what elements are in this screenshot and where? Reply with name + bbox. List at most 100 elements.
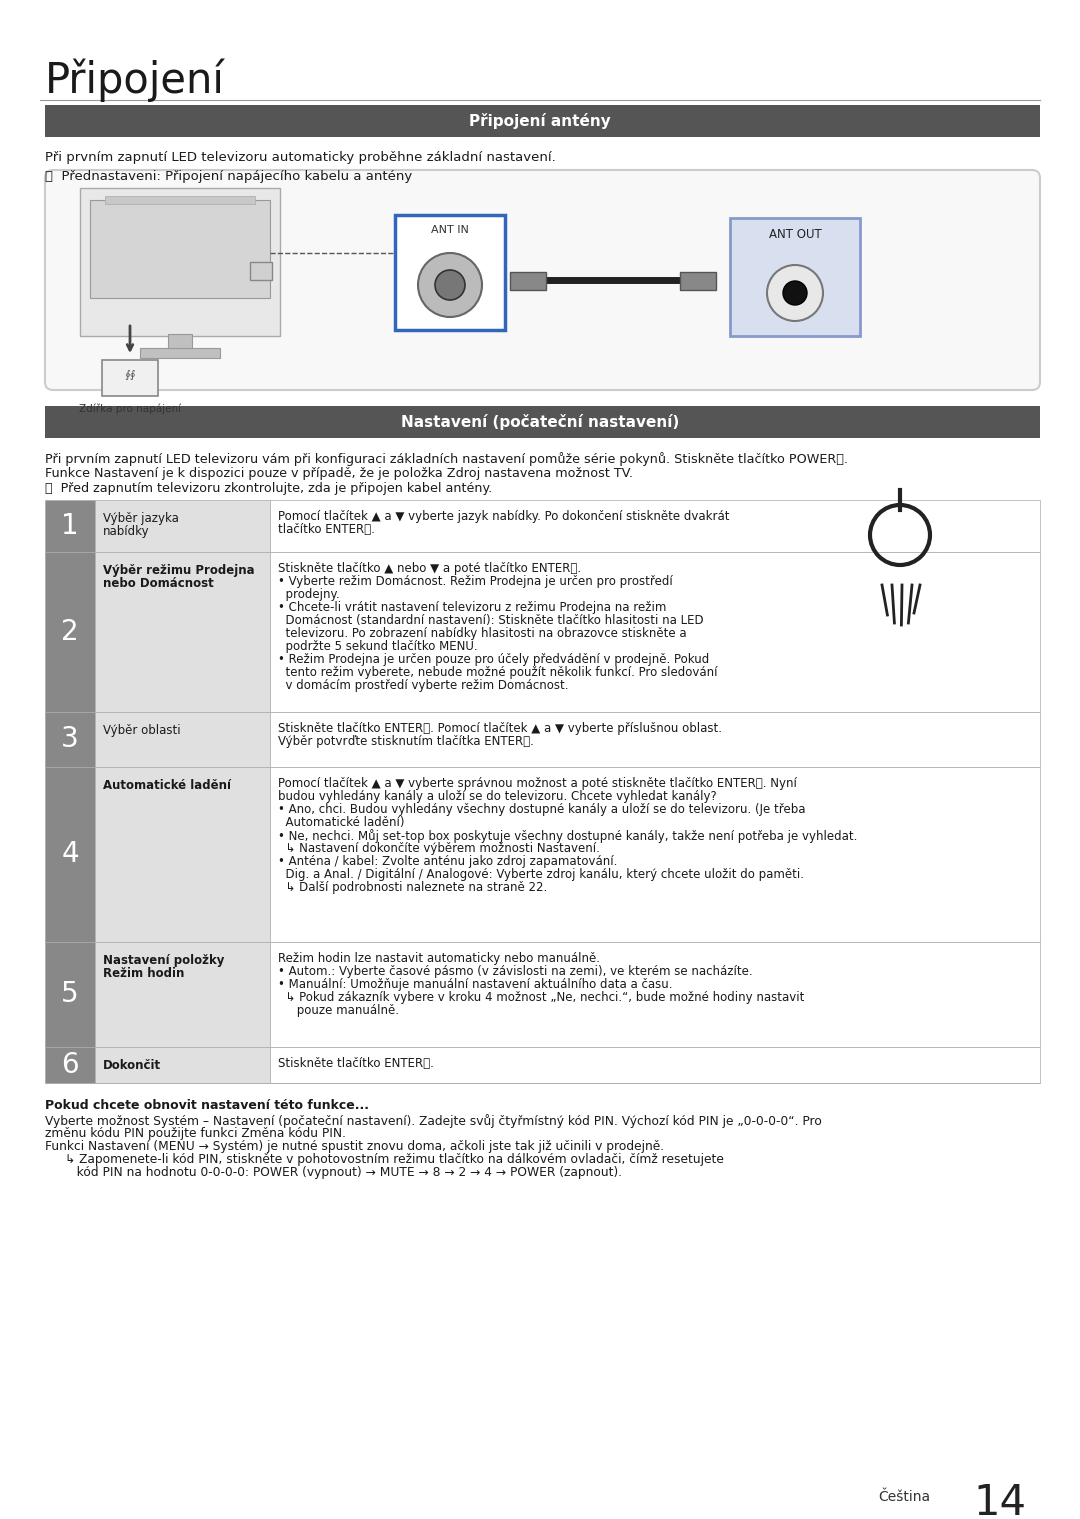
- Circle shape: [767, 264, 823, 321]
- Bar: [395, 216, 505, 330]
- Text: nebo Domácnost: nebo Domácnost: [103, 577, 214, 589]
- Text: ↳ Pokud zákazník vybere v kroku 4 možnost „Ne, nechci.“, bude možné hodiny nasta: ↳ Pokud zákazník vybere v kroku 4 možnos…: [278, 990, 805, 1004]
- Text: Pomocí tlačítek ▲ a ▼ vyberte správnou možnost a poté stiskněte tlačítko ENTER⏵.: Pomocí tlačítek ▲ a ▼ vyberte správnou m…: [278, 778, 797, 790]
- Bar: [510, 272, 546, 290]
- Text: Výběr jazyka: Výběr jazyka: [103, 512, 179, 526]
- Bar: [45, 500, 95, 551]
- Text: ∮∮: ∮∮: [124, 371, 136, 380]
- Text: pouze manuálně.: pouze manuálně.: [278, 1004, 399, 1018]
- Text: ↳ Zapomenete-li kód PIN, stiskněte v pohotovostním režimu tlačítko na dálkovém o: ↳ Zapomenete-li kód PIN, stiskněte v poh…: [65, 1153, 724, 1167]
- Bar: [45, 767, 95, 942]
- Bar: [105, 196, 255, 204]
- Bar: [680, 272, 716, 290]
- Bar: [270, 712, 1040, 767]
- Text: ANT OUT: ANT OUT: [769, 228, 822, 242]
- Text: tlačítko ENTER⏵.: tlačítko ENTER⏵.: [278, 523, 375, 536]
- Bar: [730, 219, 860, 336]
- Text: Zdířka pro napájení: Zdířka pro napájení: [79, 403, 181, 413]
- Text: • Anténa / kabel: Zvolte anténu jako zdroj zapamatování.: • Anténa / kabel: Zvolte anténu jako zdr…: [278, 855, 618, 867]
- Text: Režim hodin: Režim hodin: [103, 968, 185, 980]
- Text: ↳ Nastavení dokončíte výběrem možnosti Nastavení.: ↳ Nastavení dokončíte výběrem možnosti N…: [278, 842, 599, 855]
- Text: Nastavení (počateční nastavení): Nastavení (počateční nastavení): [401, 415, 679, 430]
- Text: Připojení antény: Připojení antény: [469, 112, 611, 129]
- Text: Pokud chcete obnovit nastavení této funkce...: Pokud chcete obnovit nastavení této funk…: [45, 1100, 369, 1112]
- Text: ANT IN: ANT IN: [431, 225, 469, 235]
- Bar: [90, 201, 270, 298]
- Bar: [95, 500, 270, 551]
- Text: Funkce ​Nastavení je k dispozici pouze v případě, že je položka Zdroj nastavena : Funkce ​Nastavení je k dispozici pouze v…: [45, 466, 633, 480]
- Text: budou vyhledány kanály a uloží se do televizoru. Chcete vyhledat kanály?: budou vyhledány kanály a uloží se do tel…: [278, 790, 717, 804]
- Text: Při prvním zapnutí LED televizoru vám při konfiguraci základních nastavení pomůž: Při prvním zapnutí LED televizoru vám př…: [45, 453, 848, 466]
- Bar: [270, 551, 1040, 712]
- Bar: [270, 500, 1040, 551]
- Text: Čeština: Čeština: [878, 1490, 930, 1504]
- Text: Vyberte možnost Systém – Nastavení (počateční nastavení). Zadejte svůj čtyřmístn: Vyberte možnost Systém – Nastavení (poča…: [45, 1113, 822, 1129]
- Text: Automatické ladění): Automatické ladění): [278, 816, 405, 829]
- Text: 3: 3: [62, 725, 79, 753]
- Bar: [270, 942, 1040, 1047]
- Text: televizoru. Po zobrazení nabídky hlasitosti na obrazovce stiskněte a: televizoru. Po zobrazení nabídky hlasito…: [278, 627, 687, 639]
- Text: 14: 14: [973, 1483, 1026, 1519]
- Circle shape: [783, 281, 807, 305]
- Text: Pomocí tlačítek ▲ a ▼ vyberte jazyk nabídky. Po dokončení stiskněte dvakrát: Pomocí tlačítek ▲ a ▼ vyberte jazyk nabí…: [278, 510, 729, 523]
- Text: Výběr režimu Prodejna: Výběr režimu Prodejna: [103, 564, 255, 577]
- Text: 4: 4: [62, 840, 79, 867]
- Text: Domácnost (standardní nastavení): Stiskněte tlačítko hlasitosti na LED: Domácnost (standardní nastavení): Stiskn…: [278, 614, 704, 627]
- Circle shape: [435, 270, 465, 299]
- Text: • Manuální: Umožňuje manuální nastavení aktuálního data a času.: • Manuální: Umožňuje manuální nastavení …: [278, 978, 673, 990]
- Bar: [45, 551, 95, 712]
- Text: kód PIN na hodnotu 0-0-0-0: POWER (vypnout) → MUTE → 8 → 2 → 4 → POWER (zapnout): kód PIN na hodnotu 0-0-0-0: POWER (vypno…: [65, 1167, 622, 1179]
- FancyBboxPatch shape: [45, 170, 1040, 390]
- Text: Automatické ladění: Automatické ladění: [103, 779, 231, 791]
- Text: změnu kódu PIN použijte funkci Změna kódu PIN.: změnu kódu PIN použijte funkci Změna kód…: [45, 1127, 346, 1139]
- Text: Připojení: Připojení: [45, 58, 225, 102]
- Text: 1: 1: [62, 512, 79, 539]
- Text: • Chcete-li vrátit nastavení televizoru z režimu Prodejna na režim: • Chcete-li vrátit nastavení televizoru …: [278, 602, 666, 614]
- Text: • Ne, nechci. Můj set-top box poskytuje všechny dostupné kanály, takže není potř: • Ne, nechci. Můj set-top box poskytuje …: [278, 829, 858, 843]
- Text: ⓘ  Před zapnutím televizoru zkontrolujte, zda je připojen kabel antény.: ⓘ Před zapnutím televizoru zkontrolujte,…: [45, 482, 492, 495]
- Text: ↳ Další podrobnosti naleznete na straně 22.: ↳ Další podrobnosti naleznete na straně …: [278, 881, 548, 895]
- Bar: [168, 334, 192, 349]
- Text: 2: 2: [62, 618, 79, 646]
- Bar: [95, 942, 270, 1047]
- Text: ⓘ  Přednastaveni: Připojení napájecího kabelu a antény: ⓘ Přednastaveni: Připojení napájecího ka…: [45, 170, 413, 182]
- Text: tento režim vyberete, nebude možné použít několik funkcí. Pro sledování: tento režim vyberete, nebude možné použí…: [278, 665, 717, 679]
- Text: 5: 5: [62, 980, 79, 1009]
- Bar: [95, 1047, 270, 1083]
- Bar: [45, 712, 95, 767]
- Bar: [270, 1047, 1040, 1083]
- Text: Výběr oblasti: Výběr oblasti: [103, 725, 180, 737]
- Text: Režim hodin lze nastavit automaticky nebo manuálně.: Režim hodin lze nastavit automaticky neb…: [278, 952, 600, 965]
- Circle shape: [418, 254, 482, 317]
- Text: • Vyberte režim Domácnost. Režim Prodejna je určen pro prostředí: • Vyberte režim Domácnost. Režim Prodejn…: [278, 576, 673, 588]
- Text: prodejny.: prodejny.: [278, 588, 339, 602]
- Text: 6: 6: [62, 1051, 79, 1078]
- Bar: [45, 1047, 95, 1083]
- Bar: [270, 767, 1040, 942]
- Text: • Režim Prodejna je určen pouze pro účely předvádění v prodejně. Pokud: • Režim Prodejna je určen pouze pro účel…: [278, 653, 710, 665]
- Text: Stiskněte tlačítko ENTER⏵. Pomocí tlačítek ▲ a ▼ vyberte příslušnou oblast.: Stiskněte tlačítko ENTER⏵. Pomocí tlačít…: [278, 722, 723, 735]
- Text: v domácím prostředí vyberte režim Domácnost.: v domácím prostředí vyberte režim Domácn…: [278, 679, 568, 693]
- Text: Stiskněte tlačítko ENTER⏵.: Stiskněte tlačítko ENTER⏵.: [278, 1057, 434, 1069]
- Bar: [102, 360, 158, 396]
- Bar: [249, 261, 272, 279]
- Text: Dig. a Anal. / Digitální / Analogové: Vyberte zdroj kanálu, který chcete uložit : Dig. a Anal. / Digitální / Analogové: Vy…: [278, 867, 804, 881]
- Bar: [45, 406, 1040, 437]
- Bar: [95, 712, 270, 767]
- Text: Stiskněte tlačítko ▲ nebo ▼ a poté tlačítko ENTER⏵.: Stiskněte tlačítko ▲ nebo ▼ a poté tlačí…: [278, 562, 581, 576]
- Text: • Autom.: Vyberte časové pásmo (v závislosti na zemi), ve kterém se nacházíte.: • Autom.: Vyberte časové pásmo (v závisl…: [278, 965, 753, 978]
- Bar: [140, 348, 220, 358]
- Bar: [80, 188, 280, 336]
- Bar: [45, 105, 1040, 137]
- Bar: [95, 551, 270, 712]
- Text: Výběr potvrďte stisknutím tlačítka ENTER⏵.: Výběr potvrďte stisknutím tlačítka ENTER…: [278, 735, 534, 747]
- Text: nabídky: nabídky: [103, 526, 150, 538]
- Bar: [45, 942, 95, 1047]
- Text: Nastavení položky: Nastavení položky: [103, 954, 225, 968]
- Text: Funkci Nastavení (MENU → Systém) je nutné spustit znovu doma, ačkoli jste tak ji: Funkci Nastavení (MENU → Systém) je nutn…: [45, 1139, 664, 1153]
- Text: Dokončit: Dokončit: [103, 1059, 161, 1072]
- Bar: [95, 767, 270, 942]
- Text: Při prvním zapnutí LED televizoru automaticky proběhne základní nastavení.: Při prvním zapnutí LED televizoru automa…: [45, 150, 556, 164]
- Text: podržte 5 sekund tlačítko MENU.: podržte 5 sekund tlačítko MENU.: [278, 639, 477, 653]
- Text: • Ano, chci. Budou vyhledány všechny dostupné kanály a uloží se do televizoru. (: • Ano, chci. Budou vyhledány všechny dos…: [278, 804, 806, 816]
